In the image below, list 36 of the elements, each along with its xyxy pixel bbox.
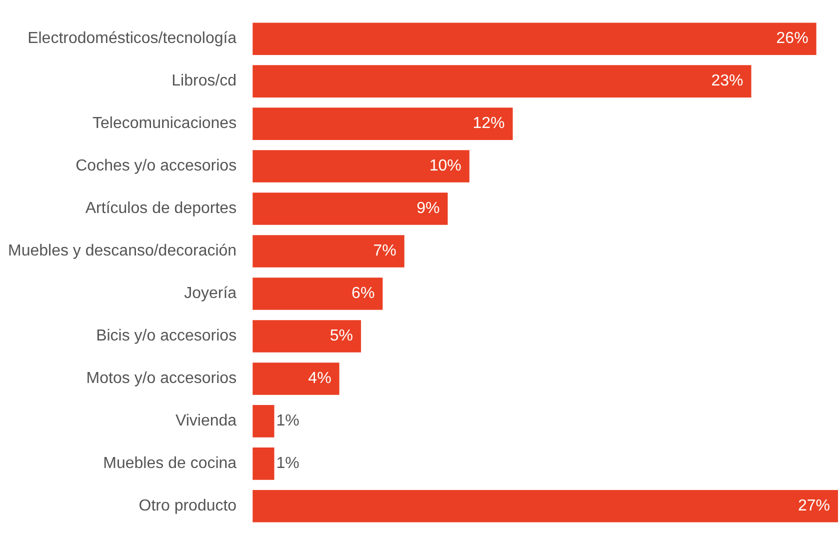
y-tick-label: Libros/cd — [172, 72, 237, 90]
bar — [252, 65, 752, 98]
y-tick-label: Vivienda — [175, 412, 237, 430]
y-tick-label: Motos y/o accesorios — [86, 370, 237, 388]
y-tick-label: Artículos de deportes — [85, 200, 237, 218]
bar — [252, 192, 448, 225]
bar — [252, 22, 816, 55]
bar — [252, 362, 340, 395]
y-tick-label: Joyería — [184, 285, 237, 302]
y-tick-label: Telecomunicaciones — [92, 115, 237, 132]
bar — [252, 235, 404, 268]
bar — [252, 320, 361, 352]
y-tick-label: Otro producto — [138, 498, 237, 515]
y-tick-label: Coches y/o accesorios — [76, 158, 237, 175]
bar — [252, 490, 838, 522]
data-label: 12% — [472, 115, 505, 132]
bar — [252, 150, 470, 182]
bar — [252, 278, 383, 310]
data-label: 1% — [276, 412, 300, 430]
y-tick-label: Muebles y descanso/decoración — [8, 242, 237, 260]
data-label: 27% — [798, 498, 830, 515]
data-label: 1% — [276, 455, 300, 472]
data-label: 26% — [776, 30, 808, 48]
bar — [252, 405, 274, 438]
y-tick-label: Muebles de cocina — [103, 455, 237, 472]
y-tick-label: Bicis y/o accesorios — [96, 328, 237, 345]
data-label: 6% — [352, 285, 375, 302]
data-label: 4% — [308, 370, 332, 388]
y-tick-label: Electrodomésticos/tecnología — [28, 30, 237, 48]
bar — [252, 448, 274, 480]
bar — [252, 108, 513, 140]
data-label: 23% — [711, 72, 744, 90]
data-label: 10% — [429, 158, 462, 175]
data-label: 9% — [416, 200, 440, 218]
data-label: 7% — [373, 242, 396, 260]
data-label: 5% — [330, 328, 353, 345]
